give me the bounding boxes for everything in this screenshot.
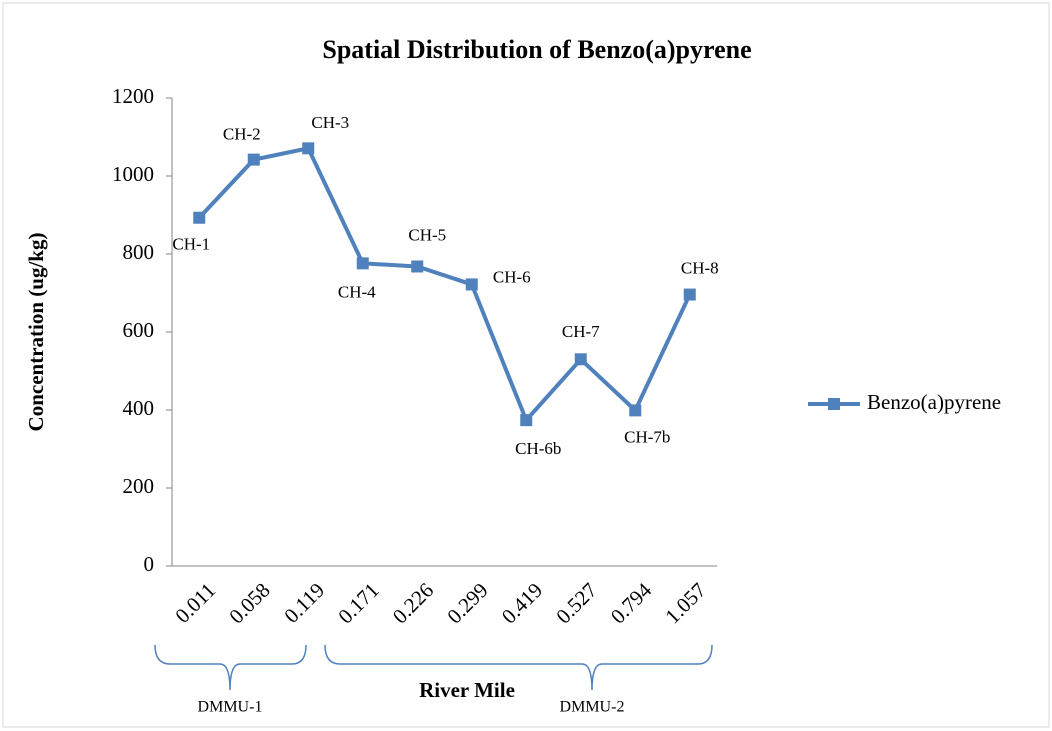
point-label: CH-2: [223, 125, 261, 144]
x-tick-label: 0.011: [170, 578, 220, 628]
x-tick-label: 1.057: [660, 578, 710, 628]
point-marker: [193, 211, 206, 224]
series-line: [197, 146, 692, 424]
point-marker: [356, 257, 369, 270]
point-marker: [683, 288, 696, 301]
y-tick-label: 0: [144, 552, 155, 576]
y-axis-label: Concentration (ug/kg): [24, 233, 48, 432]
x-tick-label: 0.058: [224, 578, 274, 628]
group-brace: [154, 644, 307, 691]
point-label: CH-6b: [515, 439, 561, 458]
point-label: CH-7b: [624, 427, 670, 446]
x-tick-label: 0.226: [388, 578, 438, 628]
chart-title: Spatial Distribution of Benzo(a)pyrene: [322, 35, 751, 64]
point-label: CH-7: [562, 322, 600, 341]
point-label: CH-1: [172, 235, 210, 254]
legend-marker: [828, 398, 840, 410]
y-tick-label: 1000: [112, 162, 154, 186]
x-tick-label: 0.299: [442, 578, 492, 628]
group-label: DMMU-2: [560, 699, 625, 716]
point-marker: [302, 142, 315, 155]
point-marker: [465, 278, 478, 291]
y-tick-label: 800: [123, 240, 155, 264]
group-brace: [324, 644, 713, 691]
point-marker: [574, 353, 587, 366]
y-tick-label: 400: [123, 396, 155, 420]
point-label: CH-6: [493, 267, 531, 286]
point-marker: [247, 153, 260, 166]
point-label: CH-8: [681, 258, 719, 277]
x-tick-label: 0.527: [551, 578, 601, 628]
point-label: CH-4: [338, 282, 376, 301]
x-tick-label: 0.419: [497, 578, 547, 628]
y-tick-label: 600: [123, 318, 155, 342]
legend-label: Benzo(a)pyrene: [867, 390, 1001, 414]
x-tick-label: 0.119: [279, 578, 329, 628]
point-label: CH-3: [311, 113, 349, 132]
point-marker: [520, 414, 533, 427]
group-label: DMMU-1: [198, 699, 263, 716]
x-tick-label: 0.171: [333, 578, 383, 628]
x-tick-label: 0.794: [606, 578, 657, 629]
point-label: CH-5: [408, 225, 446, 244]
y-tick-label: 200: [123, 474, 155, 498]
point-marker: [411, 260, 424, 273]
point-marker: [629, 404, 642, 417]
x-axis-label: River Mile: [419, 678, 515, 702]
y-tick-label: 1200: [112, 84, 154, 108]
